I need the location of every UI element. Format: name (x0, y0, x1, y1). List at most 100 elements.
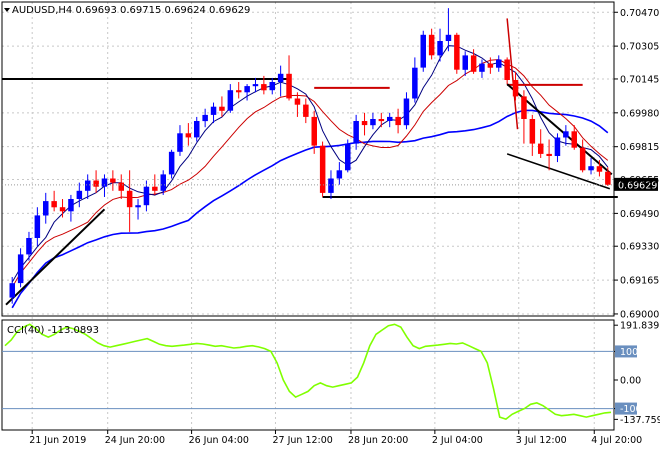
candle-body (118, 182, 124, 191)
candle-body (529, 119, 536, 144)
candle-body (387, 116, 393, 121)
time-tick-label: 24 Jun 20:00 (105, 435, 165, 446)
price-tick-label: 0.69490 (620, 209, 659, 220)
candle-body (68, 199, 74, 212)
candle-body (252, 84, 259, 87)
candle-body (160, 174, 166, 191)
candle-body (588, 166, 594, 171)
candle-body (51, 201, 57, 208)
cci-panel (2, 323, 614, 420)
candle-body (227, 90, 234, 111)
price-tick-label: 0.69655 (620, 175, 659, 186)
time-tick-label: 3 Jul 12:00 (516, 435, 567, 446)
time-tick-label: 28 Jun 20:00 (348, 435, 408, 446)
candle-body (34, 215, 41, 238)
candle-body (504, 59, 510, 80)
uptrend-line[interactable] (5, 208, 106, 306)
price-panel-frame (1, 1, 615, 317)
candle-body (219, 106, 225, 111)
candle-body (168, 151, 175, 175)
candle-body (17, 254, 24, 284)
candle-body (101, 178, 108, 187)
price-tick-label: 0.69165 (620, 276, 659, 287)
candle-body (437, 41, 443, 56)
candle-body (328, 178, 334, 193)
candle-body (286, 73, 292, 99)
candle-body (319, 145, 326, 193)
cci-tick-label: 0.00 (620, 376, 641, 387)
candle-body (202, 114, 208, 122)
candle-body (294, 98, 301, 105)
candle-body (59, 207, 66, 212)
candle-body (126, 190, 133, 208)
candle-body (420, 34, 426, 68)
candle-body (378, 119, 385, 122)
candle-body (361, 121, 368, 126)
candle-body (76, 190, 83, 199)
candle-body (479, 63, 485, 72)
time-tick-label: 27 Jun 12:00 (272, 435, 332, 446)
candle-body (571, 131, 577, 148)
price-tick-label: 0.69000 (620, 309, 659, 320)
candle-body (412, 67, 418, 99)
price-tick-label: 0.70305 (620, 42, 659, 53)
candle-body (496, 59, 502, 68)
price-tick-label: 0.70145 (620, 74, 659, 85)
candle-body (261, 84, 267, 91)
candle-body (303, 104, 309, 117)
candle-body (194, 121, 200, 138)
candle-body (512, 80, 519, 97)
candle-body (403, 98, 410, 126)
candle-body (26, 238, 32, 255)
cci-level-tag (615, 345, 637, 358)
candles (9, 8, 611, 304)
triangle-down-icon[interactable] (4, 8, 10, 12)
candle-body (143, 186, 150, 206)
candle-body (277, 73, 284, 82)
candle-body (9, 283, 15, 298)
candle-body (445, 34, 452, 41)
cci-tick-label: -137.7598 (620, 415, 660, 426)
candle-body (345, 143, 351, 171)
current-price-tag (614, 177, 658, 191)
cci-title: CCI(40) -113.0893 (7, 325, 99, 336)
time-tick-label: 4 Jul 20:00 (591, 435, 642, 446)
price-tick-label: 0.69330 (620, 242, 659, 253)
price-tick-label: 0.69980 (620, 108, 659, 119)
candle-body (185, 133, 192, 138)
current-price-label: 0.69629 (618, 180, 657, 191)
candle-body (110, 178, 116, 183)
price-tick-label: 0.69815 (620, 142, 659, 153)
candle-body (177, 133, 183, 152)
spike-line (506, 18, 519, 130)
candle-body (152, 186, 158, 191)
cci-tick-label: 100 (620, 347, 638, 358)
candle-body (596, 166, 603, 172)
candle-body (311, 116, 317, 146)
cci-level-tag (615, 402, 637, 415)
time-tick-label: 2 Jul 04:00 (432, 435, 483, 446)
candle-body (605, 171, 611, 185)
candle-body (395, 116, 401, 126)
wedge-lower-line[interactable] (506, 153, 611, 190)
ma-long-line (11, 109, 609, 309)
candle-body (579, 147, 586, 171)
candle-body (538, 143, 544, 154)
candle-body (521, 96, 527, 119)
candle-body (454, 34, 460, 70)
chart-title: AUDUSD,H4 0.69693 0.69715 0.69624 0.6962… (12, 5, 250, 16)
candle-body (487, 63, 494, 68)
cci-tick-label: -100 (620, 404, 642, 415)
candle-body (93, 180, 99, 187)
candle-body (236, 90, 242, 93)
candle-body (470, 55, 477, 72)
candle-body (269, 82, 275, 91)
time-tick-label: 26 Jun 04:00 (189, 435, 249, 446)
candle-body (336, 170, 343, 179)
candle-body (462, 55, 468, 70)
candle-body (43, 201, 49, 216)
candle-body (563, 131, 569, 138)
